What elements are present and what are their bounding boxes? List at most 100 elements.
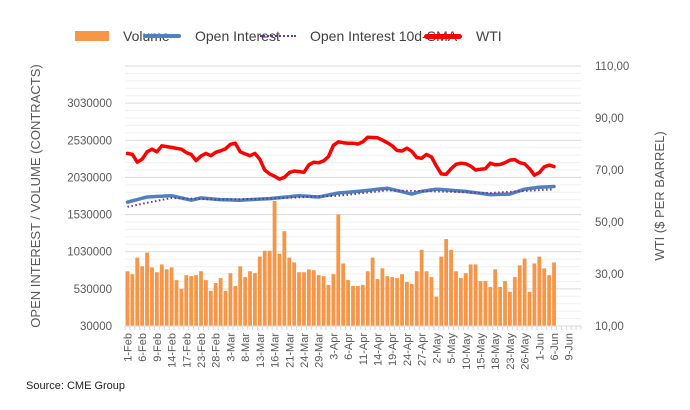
- y-right-tick-label: 30,00: [595, 269, 624, 281]
- volume-bar: [503, 281, 507, 326]
- x-tick-label: 28-Feb: [211, 333, 223, 368]
- volume-bar: [458, 278, 463, 326]
- volume-bar: [439, 256, 444, 326]
- x-tick-label: 9-Jun: [564, 333, 576, 361]
- open-interest-sma-line: [127, 188, 555, 208]
- volume-bar: [537, 256, 542, 326]
- volume-bar: [154, 272, 159, 326]
- y-axis-right-title: WTI ($ PER BARREL): [652, 131, 667, 260]
- y-right-tick-label: 50,00: [595, 217, 624, 229]
- volume-bar: [125, 271, 130, 326]
- volume-bar: [277, 253, 282, 326]
- x-tick-label: 3-Apr: [328, 333, 340, 360]
- volume-bar: [532, 263, 537, 326]
- x-tick-label: 11-Apr: [358, 333, 370, 366]
- volume-bar: [478, 281, 483, 326]
- x-tick-label: 13-Mar: [255, 333, 267, 368]
- volume-bar: [512, 277, 517, 326]
- x-tick-label: 10-May: [461, 333, 473, 370]
- volume-bar: [493, 269, 498, 326]
- volume-bar: [346, 280, 351, 326]
- volume-bar: [243, 277, 248, 326]
- volume-bar: [189, 276, 194, 326]
- volume-bar: [282, 231, 287, 326]
- volume-bar: [483, 281, 488, 326]
- volume-bar: [331, 274, 336, 326]
- volume-bar: [203, 280, 208, 326]
- volume-bar: [341, 263, 346, 326]
- volume-bar: [355, 285, 360, 326]
- legend-item-open-interest: Open Interest: [143, 24, 280, 48]
- volume-bar: [498, 286, 503, 326]
- y-right-tick-label: 110,00: [595, 61, 629, 73]
- x-tick-label: 15-May: [475, 333, 487, 370]
- y-left-tick-label: 30000: [80, 321, 112, 333]
- volume-bar: [463, 273, 468, 326]
- x-tick-label: 9-Feb: [152, 333, 164, 362]
- legend-label-open-interest: Open Interest: [195, 28, 280, 44]
- volume-bar: [547, 275, 552, 326]
- x-tick-label: 3-Mar: [225, 333, 237, 362]
- volume-bar: [159, 264, 164, 326]
- volume-bar: [213, 282, 218, 326]
- x-tick-label: 24-Mar: [299, 333, 311, 368]
- y-axis-left: 30000 530000 1030000 1530000 2030000 2530000 3…: [67, 98, 112, 333]
- volume-bar: [400, 274, 404, 326]
- y-left-tick-label: 1530000: [67, 210, 112, 222]
- oi-sma-swatch-icon: [260, 35, 296, 37]
- volume-bar: [267, 250, 272, 326]
- volume-bar: [233, 285, 238, 326]
- x-tick-label: 29-Mar: [314, 333, 326, 368]
- x-tick-label: 14-Feb: [167, 333, 179, 368]
- volume-bar: [218, 278, 223, 326]
- x-tick-label: 6-Jun: [549, 333, 561, 361]
- volume-bar: [375, 279, 380, 326]
- volume-bar: [297, 272, 301, 326]
- volume-bar: [228, 273, 233, 326]
- volume-bar: [336, 214, 341, 326]
- volume-bar: [208, 290, 213, 326]
- volume-bar: [253, 273, 257, 326]
- volume-bar: [444, 239, 449, 326]
- volume-bar: [405, 282, 409, 326]
- source-note: Source: CME Group: [26, 380, 126, 392]
- x-tick-label: 2-May: [431, 333, 443, 364]
- volume-bar: [395, 278, 400, 326]
- volume-bar: [429, 277, 434, 326]
- volume-bar: [424, 271, 429, 326]
- volume-bar: [311, 270, 316, 326]
- volume-bar: [164, 269, 169, 326]
- open-interest-swatch-icon: [143, 34, 181, 38]
- volume-bar: [527, 291, 532, 326]
- x-tick-label: 6-Apr: [343, 333, 355, 360]
- volume-bar: [542, 268, 547, 326]
- legend-item-wti: WTI: [424, 24, 502, 48]
- volume-bar: [488, 286, 493, 326]
- volume-bar: [238, 266, 243, 326]
- x-tick-label: 27-Apr: [417, 333, 429, 366]
- volume-bar: [135, 257, 140, 326]
- volume-bar: [302, 272, 306, 326]
- volume-bar: [262, 250, 267, 326]
- volume-bar: [194, 275, 199, 326]
- x-tick-label: 1-Feb: [122, 333, 134, 362]
- y-left-tick-label: 1030000: [67, 247, 112, 259]
- legend-label-wti: WTI: [476, 28, 502, 44]
- volume-bar: [292, 262, 297, 326]
- volume-bar: [257, 256, 262, 326]
- volume-bar: [365, 271, 370, 326]
- volume-bar: [316, 275, 321, 326]
- series-lines: [125, 135, 556, 208]
- x-tick-label: 6-Feb: [137, 333, 149, 362]
- volume-bar: [434, 296, 439, 326]
- volume-bar: [468, 264, 473, 326]
- x-tick-label: 16-Mar: [270, 333, 282, 368]
- x-tick-label: 1-Jun: [534, 333, 546, 361]
- volume-bar: [380, 268, 385, 326]
- volume-bar: [130, 274, 135, 326]
- volume-bar: [454, 271, 458, 326]
- volume-bar: [370, 257, 375, 326]
- x-tick-label: 17-Feb: [181, 333, 193, 368]
- legend-label-oi-sma: Open Interest 10d-SMA: [310, 28, 458, 44]
